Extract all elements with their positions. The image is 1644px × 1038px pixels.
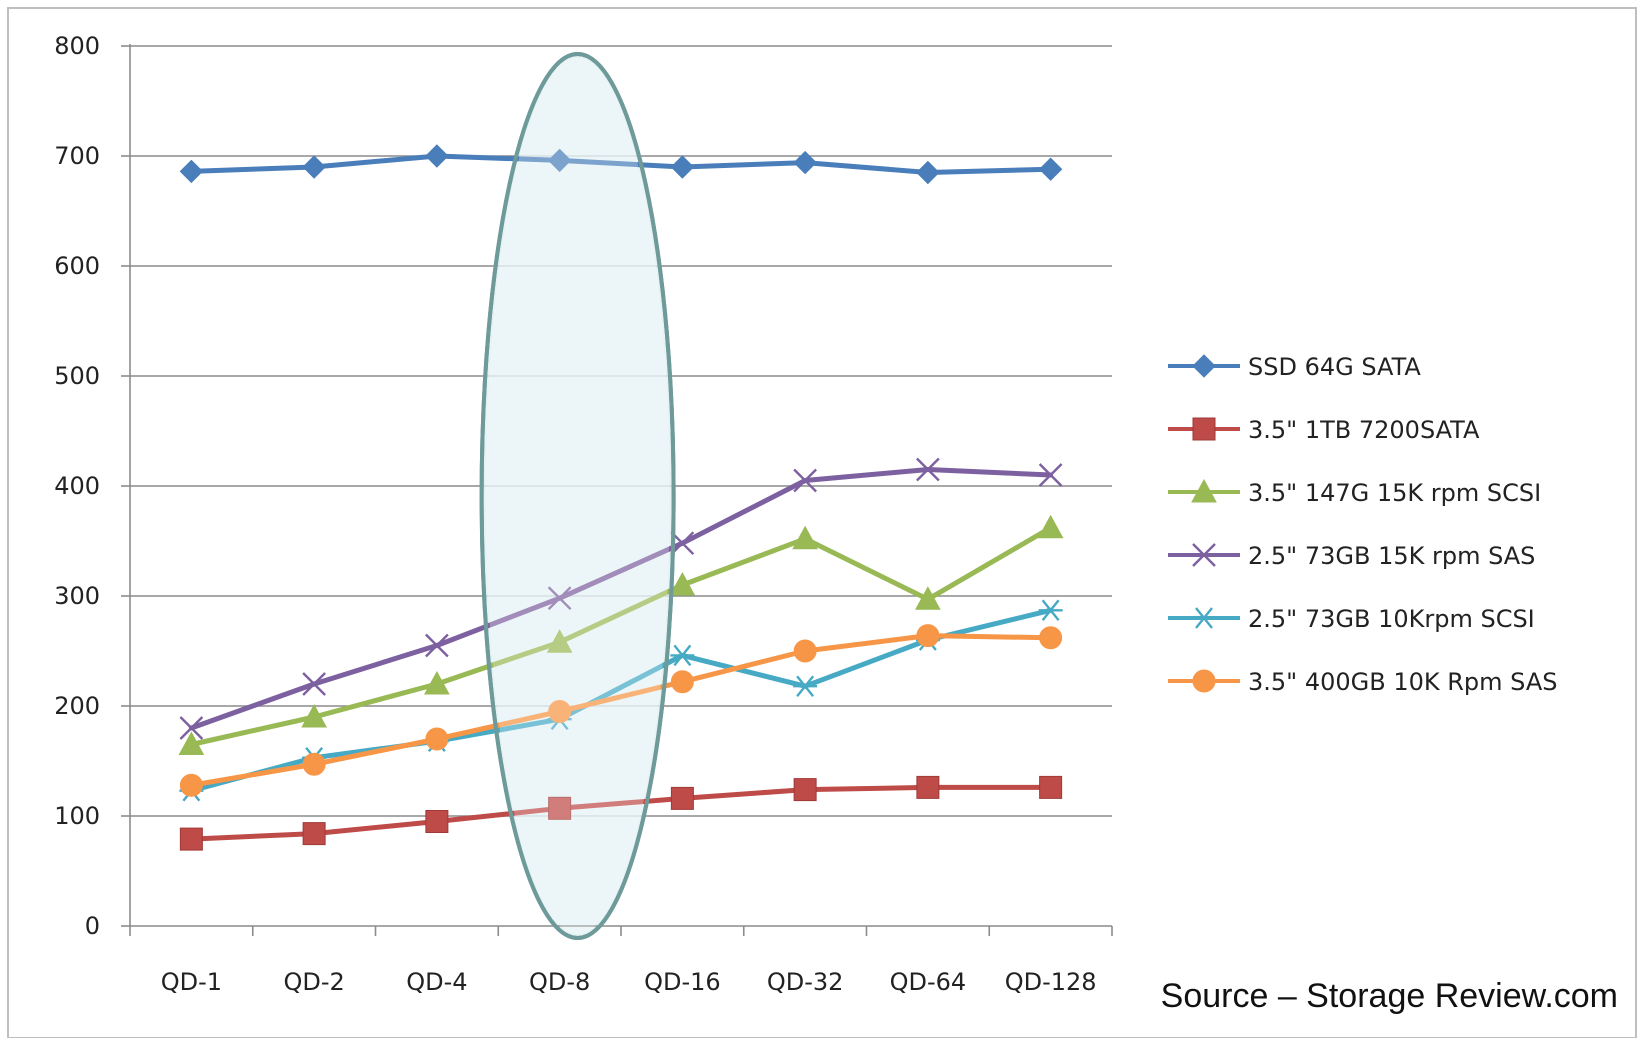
legend-swatch-marker (1192, 607, 1216, 629)
data-point (178, 731, 205, 755)
legend-label: 2.5" 73GB 15K rpm SAS (1248, 542, 1535, 570)
legend-entry-5: 2.5" 73GB 10Krpm SCSI (1168, 605, 1535, 633)
data-point (670, 670, 694, 694)
legend-label: 3.5" 400GB 10K Rpm SAS (1248, 668, 1558, 696)
series-1 (179, 144, 1063, 185)
series-3 (178, 514, 1064, 755)
legend-label: 2.5" 73GB 10Krpm SCSI (1248, 605, 1535, 633)
data-point (548, 796, 572, 820)
legend-entry-6: 3.5" 400GB 10K Rpm SAS (1168, 668, 1558, 696)
y-tick-label: 0 (85, 912, 100, 940)
x-tick-label-qd-16: QD-16 (644, 968, 721, 996)
series-2 (179, 775, 1063, 851)
data-point (670, 155, 695, 179)
data-point (302, 752, 326, 776)
x-tick-label-qd-32: QD-32 (767, 968, 844, 996)
data-point (301, 703, 327, 728)
legend-entry-3: 3.5" 147G 15K rpm SCSI (1168, 478, 1541, 507)
highlight-outline (479, 52, 676, 940)
series-layer (178, 52, 1064, 940)
series-4 (179, 457, 1063, 740)
data-point (425, 144, 449, 168)
data-point (793, 675, 818, 697)
data-point (302, 822, 326, 846)
x-tick-label-qd-1: QD-1 (161, 968, 222, 996)
data-point (670, 786, 694, 810)
x-tick-label-qd-4: QD-4 (406, 968, 467, 996)
data-point (179, 773, 203, 797)
data-point (669, 571, 696, 596)
data-point (179, 716, 204, 740)
series-6 (179, 624, 1063, 797)
legend-swatch-marker (1192, 669, 1216, 693)
legend-swatch-marker (1192, 417, 1216, 441)
data-point (793, 150, 817, 175)
y-tick-label: 200 (54, 692, 100, 720)
data-point (916, 775, 940, 799)
data-point (915, 586, 941, 610)
series-line (188, 153, 1054, 175)
axis-layer: 0 100 200 300 400 500 600 700 800 QD-1 QD-2 QD-4 QD-… (54, 32, 1113, 996)
data-point (793, 468, 817, 493)
data-point (1039, 626, 1063, 650)
legend-label: 3.5" 147G 15K rpm SCSI (1248, 479, 1541, 507)
data-point (793, 778, 817, 802)
data-point (302, 155, 326, 179)
series-line (188, 525, 1054, 747)
data-point (670, 644, 695, 667)
data-point (793, 639, 817, 663)
data-point (179, 159, 204, 184)
legend-label: SSD 64G SATA (1248, 353, 1421, 381)
data-point (1039, 775, 1063, 799)
legend-swatch-marker (1192, 543, 1216, 567)
data-point (548, 700, 572, 723)
data-point (916, 624, 940, 648)
y-tick-label: 600 (54, 252, 100, 280)
data-point (1038, 157, 1063, 181)
data-point (1038, 463, 1063, 487)
data-point (425, 633, 449, 658)
legend-label: 3.5" 1TB 7200SATA (1248, 416, 1480, 444)
legend-entry-4: 2.5" 73GB 15K rpm SAS (1168, 542, 1535, 570)
y-tick-label: 700 (54, 142, 100, 170)
legend-entry-2: 3.5" 1TB 7200SATA (1168, 416, 1480, 444)
x-tick-label-qd-128: QD-128 (1005, 968, 1097, 996)
legend: SSD 64G SATA 3.5" 1TB 7200SATA 3.5" 147G 1… (1168, 353, 1558, 696)
data-point (546, 629, 573, 653)
series-line (188, 784, 1054, 842)
series-line (188, 467, 1054, 731)
data-point (179, 827, 203, 851)
y-tick-label: 400 (54, 472, 100, 500)
y-tick-label: 500 (54, 362, 100, 390)
x-tick-label-qd-8: QD-8 (529, 968, 590, 996)
legend-entry-1: SSD 64G SATA (1168, 353, 1421, 381)
data-point (916, 457, 940, 482)
x-tick-label-qd-64: QD-64 (890, 968, 967, 996)
y-tick-label: 300 (54, 582, 100, 610)
data-point (302, 672, 326, 696)
data-point (792, 525, 818, 550)
data-point (547, 586, 572, 611)
legend-swatch-marker (1191, 478, 1217, 503)
series-line (188, 633, 1054, 788)
y-tick-label: 100 (54, 802, 100, 830)
data-point (425, 727, 449, 751)
highlight-overlay (485, 58, 670, 934)
data-point (425, 810, 449, 833)
data-point (1037, 514, 1064, 539)
data-point (916, 160, 940, 185)
chart-border (7, 7, 1637, 1038)
data-point (424, 670, 450, 695)
legend-swatch-marker (1192, 354, 1216, 378)
y-tick-label: 800 (54, 32, 100, 60)
series-line (188, 607, 1054, 794)
data-point (547, 148, 572, 173)
data-point (1038, 599, 1063, 622)
x-tick-label-qd-2: QD-2 (283, 968, 344, 996)
source-label: Source – Storage Review.com (1161, 977, 1618, 1015)
